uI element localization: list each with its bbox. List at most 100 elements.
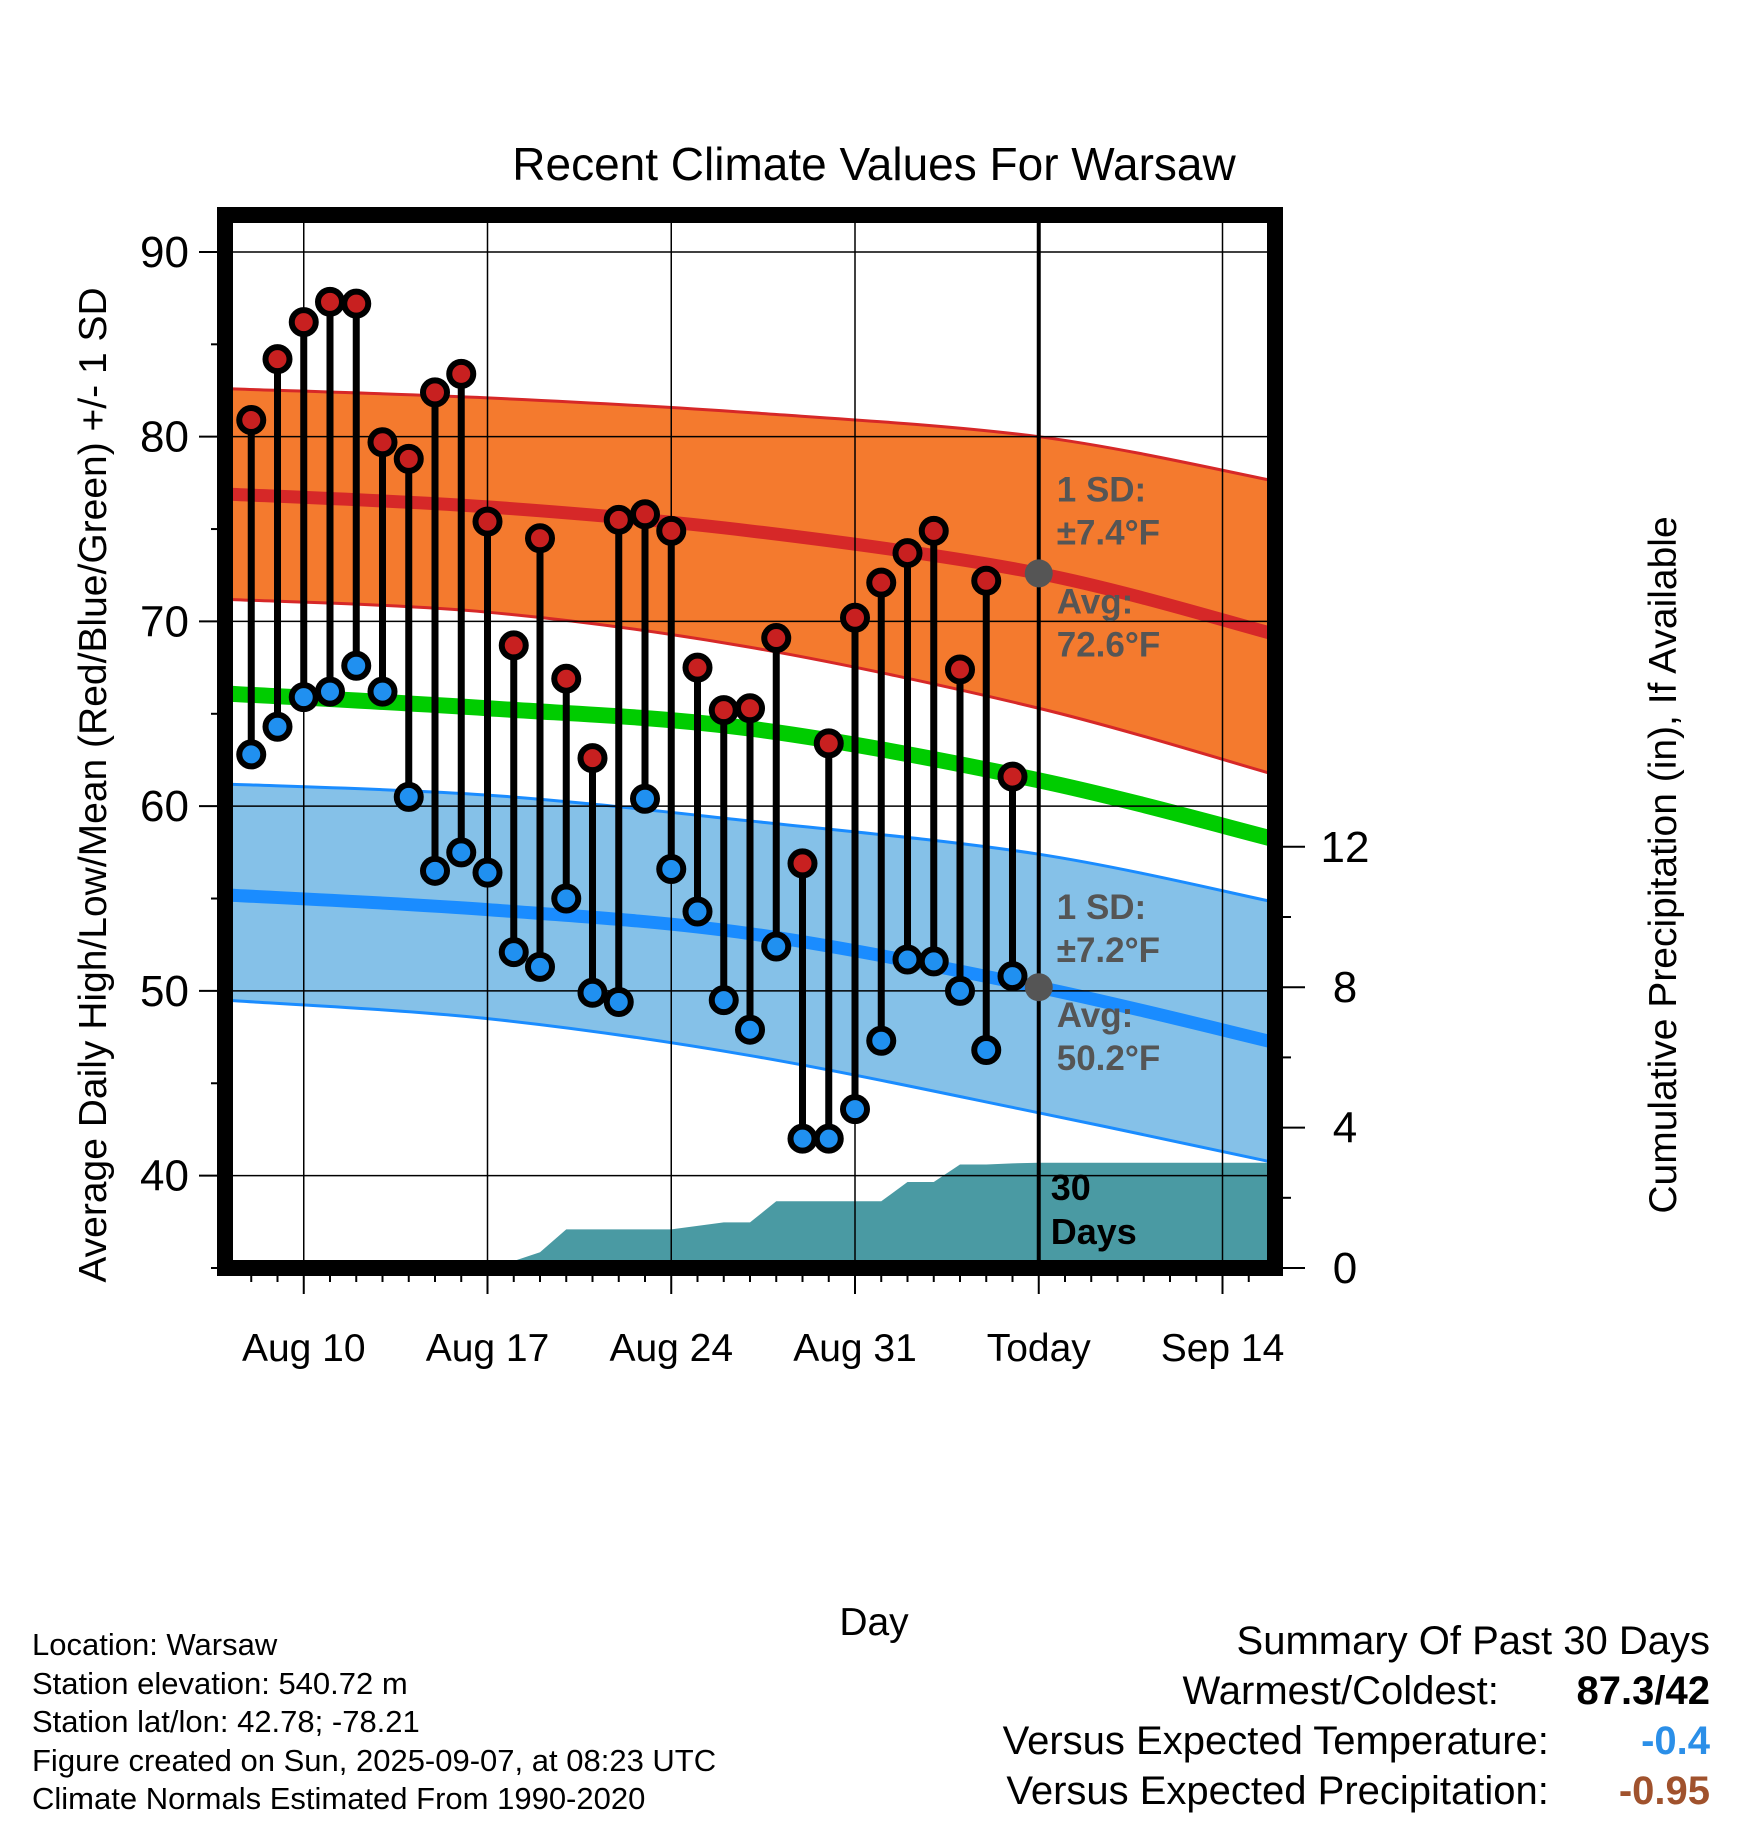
y-tick-label: 70 [140,597,189,646]
y-tick-label: 60 [140,782,189,831]
daily-high-point [997,761,1028,792]
precip-area [225,1162,1275,1268]
daily-low-point [236,739,267,770]
daily-low-point [682,896,713,927]
normal-high-line [224,487,1277,641]
daily-high-point [262,344,293,375]
daily-high-point [813,728,844,759]
daily-high-point [787,848,818,879]
daily-low-point [813,1123,844,1154]
y2-tick-label: 0 [1333,1244,1357,1293]
daily-high-point [971,565,1002,596]
daily-high-point [315,286,345,317]
daily-high-point [551,663,582,694]
daily-low-point [735,1014,765,1045]
precip-departure-value: -0.95 [1618,1769,1710,1813]
high-sd-band-lower-edge [224,597,1276,777]
daily-high-point [603,504,634,535]
daily-low-point [262,711,293,742]
x-tick-label: Aug 31 [793,1327,917,1370]
y2-tick-label: 12 [1321,823,1370,872]
high-sd-value: ±7.4°F [1057,514,1160,553]
location-text: Location: Warsaw [32,1627,278,1662]
warmest-coldest-label: Warmest/Coldest: [1182,1669,1499,1713]
daily-low-point [525,951,555,982]
daily-high-point [708,695,739,726]
summary-panel: Summary Of Past 30 Days Warmest/Coldest:… [1003,1616,1710,1816]
daily-low-point [761,931,792,962]
daily-low-point [341,650,372,681]
daily-low-point [656,853,687,884]
normals-text: Climate Normals Estimated From 1990-2020 [32,1781,646,1816]
y-axis-label: Average Daily High/Low/Mean (Red/Blue/Gr… [72,287,115,1282]
y-tick-label: 80 [140,413,189,462]
warmest-coldest-row: Warmest/Coldest: 87.3/42 [1003,1666,1711,1716]
daily-low-point [918,946,949,977]
latlon-text: Station lat/lon: 42.78; -78.21 [32,1704,420,1739]
today-normal-low-marker [1024,973,1053,1002]
elevation-text: Station elevation: 540.72 m [32,1665,408,1701]
y-tick-label: 50 [140,967,189,1016]
daily-high-point [840,602,870,633]
daily-low-point [288,682,319,713]
created-text: Figure created on Sun, 2025-09-07, at 08… [32,1742,717,1778]
daily-high-point [341,288,372,319]
daily-low-point [945,975,975,1006]
daily-high-point [288,307,319,338]
x-tick-label: Today [987,1327,1092,1370]
daily-low-point [446,837,477,868]
daily-high-point [367,427,398,458]
high-avg-value: 72.6°F [1057,625,1161,664]
daily-high-point [446,358,477,389]
warmest-coldest-value: 87.3/42 [1576,1669,1710,1713]
window-label: Days [1051,1211,1137,1252]
daily-low-point [577,977,608,1008]
precip-departure-row: Versus Expected Precipitation: -0.95 [1003,1766,1710,1816]
daily-low-point [472,857,503,888]
daily-low-point [603,986,634,1017]
daily-low-point [551,883,582,914]
daily-high-point [420,377,450,408]
daily-high-point [866,567,897,598]
x-tick-label: Aug 10 [242,1327,366,1370]
high-avg-title: Avg: [1057,582,1133,621]
summary-title: Summary Of Past 30 Days [1236,1619,1710,1663]
temp-departure-value: -0.4 [1641,1719,1710,1763]
y-tick-label: 40 [140,1152,189,1201]
high-sd-band-upper-edge [224,387,1276,483]
daily-low-point [367,676,398,707]
daily-low-point [708,985,739,1016]
x-tick-label: Aug 24 [609,1327,733,1370]
plot-frame [217,207,1283,1276]
daily-low-point [498,937,529,968]
plot-content: 1 SD: ±7.4°F Avg: 72.6°F 1 SD: ±7.2°F Avg: 50.2… [224,215,1277,1268]
daily-low-point [420,855,450,886]
x-tick-label: Aug 17 [426,1327,550,1370]
daily-low-point [393,781,424,812]
y-tick-label: 90 [140,228,189,277]
daily-high-point [682,652,713,683]
x-tick-label: Sep 14 [1161,1327,1285,1370]
daily-high-point [918,515,949,546]
y2-tick-label: 4 [1333,1104,1357,1153]
low-avg-value: 50.2°F [1057,1039,1161,1078]
daily-high-point [525,523,555,554]
precip-departure-label: Versus Expected Precipitation: [1006,1769,1549,1813]
axes: 40 50 60 70 80 90 0 4 8 12 Aug 10 Aug 17 Aug 24 Aug 3… [140,207,1370,1370]
temp-departure-label: Versus Expected Temperature: [1002,1719,1549,1763]
daily-high-point [656,515,687,546]
daily-low-point [997,961,1028,992]
daily-high-point [498,630,529,661]
daily-low-point [971,1035,1002,1066]
daily-low-point [892,944,923,975]
daily-low-point [630,783,660,814]
daily-low-point [866,1025,897,1056]
y2-tick-label: 8 [1333,963,1357,1012]
daily-high-point [735,693,765,724]
low-sd-band-lower-edge [224,998,1276,1165]
today-normal-high-marker [1024,559,1053,588]
daily-low-point [840,1094,870,1125]
chart-title: Recent Climate Values For Warsaw [512,138,1236,190]
daily-high-point [236,405,267,436]
